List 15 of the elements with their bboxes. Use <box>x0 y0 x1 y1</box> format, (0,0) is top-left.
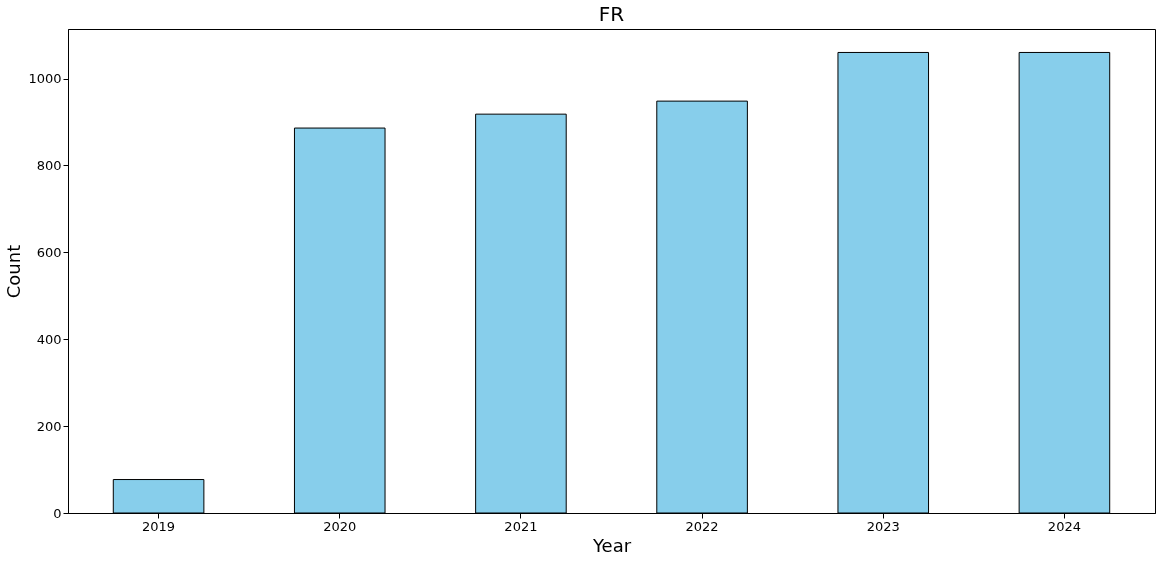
x-tick-label: 2021 <box>504 518 538 534</box>
x-tick-label: 2024 <box>1047 518 1081 534</box>
y-tick-label: 1000 <box>28 71 62 87</box>
x-tick-label: 2019 <box>142 518 176 534</box>
y-tick-label: 800 <box>36 157 62 173</box>
y-tick-label: 200 <box>36 418 62 434</box>
chart-title: FR <box>598 2 625 26</box>
x-tick-label: 2020 <box>323 518 357 534</box>
y-axis-title: Count <box>3 244 25 299</box>
y-tick-label: 600 <box>36 244 62 260</box>
y-tick-label: 400 <box>36 331 62 347</box>
x-tick-label: 2022 <box>685 518 719 534</box>
x-tick-label: 2023 <box>866 518 900 534</box>
x-axis-title: Year <box>591 534 632 556</box>
y-tick-label: 0 <box>53 505 62 521</box>
